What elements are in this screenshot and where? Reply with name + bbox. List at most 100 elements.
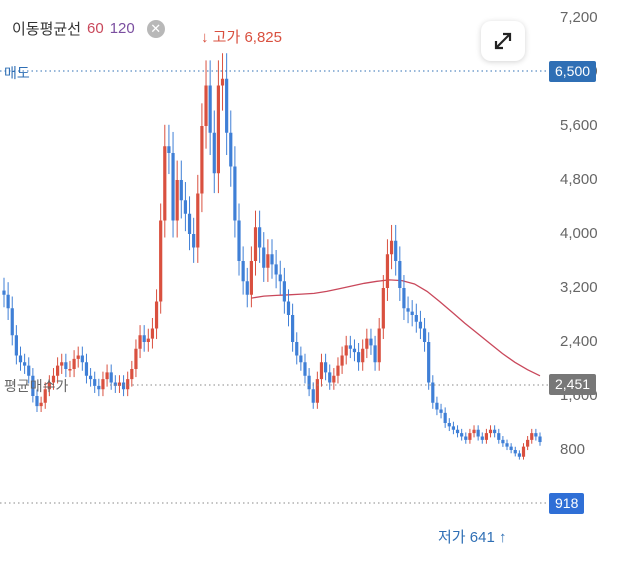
- candle-body: [146, 338, 150, 342]
- candle-body: [134, 348, 138, 369]
- candle-body: [443, 412, 447, 423]
- candle-body: [233, 166, 237, 221]
- candle-body: [431, 382, 435, 403]
- candle-body: [422, 328, 427, 342]
- candle-body: [72, 358, 76, 369]
- candle-body: [344, 345, 348, 356]
- moving-average-layer: [251, 279, 541, 377]
- candle-body: [303, 362, 307, 376]
- candle-body: [18, 355, 23, 363]
- candle-body: [394, 240, 398, 261]
- candle-body: [208, 85, 212, 133]
- candle-body: [138, 335, 142, 349]
- ma120-legend[interactable]: 120: [109, 20, 135, 37]
- candle-body: [80, 355, 84, 363]
- close-icon[interactable]: ✕: [146, 19, 165, 38]
- candle-body: [295, 342, 299, 356]
- candle-body: [6, 294, 10, 309]
- y-tick-label: 2,400: [560, 333, 598, 350]
- candle-body: [517, 453, 521, 457]
- candle-body: [451, 426, 456, 430]
- candle-body: [315, 379, 319, 403]
- ma-legend: 이동평균선 60 120 ✕: [12, 18, 165, 39]
- candle-body: [229, 132, 233, 167]
- candle-body: [35, 396, 39, 407]
- arrow-down-icon: ↓: [201, 29, 209, 46]
- candle-body: [105, 372, 109, 380]
- candle-body: [447, 423, 451, 427]
- candle-body: [183, 200, 188, 214]
- y-tick-label: 5,600: [560, 117, 598, 134]
- ma60-line: [251, 279, 541, 377]
- candle-body: [497, 433, 501, 440]
- high-label: 고가 6,825: [212, 29, 282, 46]
- candle-body: [365, 338, 369, 349]
- candle-body: [47, 382, 51, 390]
- candle-body: [381, 288, 385, 329]
- candle-body: [23, 362, 27, 366]
- candle-body: [204, 85, 208, 126]
- candle-body: [476, 429, 480, 437]
- candle-body: [270, 254, 274, 265]
- ask-price-badge: 6,500: [549, 61, 597, 82]
- candle-body: [109, 372, 113, 383]
- candle-body: [64, 362, 68, 369]
- candle-body: [154, 301, 159, 329]
- candle-body: [299, 355, 303, 363]
- candle-body: [88, 375, 93, 380]
- candle-body: [377, 328, 381, 363]
- ma60-legend[interactable]: 60: [87, 20, 104, 37]
- candle-body: [278, 274, 282, 282]
- candle-body: [385, 254, 390, 288]
- candle-body: [484, 433, 488, 440]
- candle-body: [220, 78, 225, 86]
- candle-body: [84, 362, 89, 376]
- arrow-up-icon: ↑: [498, 529, 507, 546]
- candle-body: [455, 429, 460, 434]
- candle-body: [76, 355, 80, 359]
- candle-body: [274, 264, 278, 275]
- candle-body: [307, 375, 311, 390]
- candle-body: [493, 429, 497, 434]
- candle-body: [348, 345, 352, 349]
- candle-body: [332, 375, 336, 383]
- candle-body: [402, 288, 406, 309]
- candle-body: [389, 240, 394, 255]
- candle-body: [216, 85, 220, 174]
- candle-body: [43, 389, 47, 403]
- candle-body: [501, 439, 505, 444]
- candle-body: [225, 78, 229, 133]
- candle-body: [468, 433, 472, 440]
- candle-body: [311, 389, 315, 403]
- candle-body: [196, 193, 200, 248]
- candle-body: [319, 362, 324, 380]
- candle-body: [266, 254, 270, 268]
- y-tick-label: 4,000: [560, 225, 598, 242]
- candle-body: [427, 342, 431, 383]
- candle-body: [291, 315, 295, 342]
- candle-body: [361, 348, 365, 363]
- candle-body: [175, 180, 179, 221]
- ask-line-label: 매도: [4, 65, 30, 81]
- candle-body: [68, 369, 72, 371]
- candle-body: [241, 261, 245, 282]
- current-price-badge: 918: [549, 493, 585, 514]
- candle-body: [460, 433, 464, 437]
- candle-body: [352, 348, 357, 353]
- candle-body: [369, 338, 373, 346]
- candle-body: [373, 345, 377, 363]
- candle-body: [142, 335, 146, 342]
- candle-body: [97, 385, 101, 390]
- candle-body: [187, 213, 192, 234]
- candle-body: [410, 311, 414, 315]
- expand-button[interactable]: [481, 21, 525, 61]
- candle-body: [414, 315, 418, 322]
- candle-body: [27, 365, 31, 376]
- expand-arrows-icon: [494, 32, 512, 50]
- candle-body: [521, 446, 526, 457]
- candle-body: [113, 382, 117, 386]
- candle-body: [418, 321, 423, 329]
- candle-body: [435, 402, 439, 410]
- candle-body: [328, 372, 332, 383]
